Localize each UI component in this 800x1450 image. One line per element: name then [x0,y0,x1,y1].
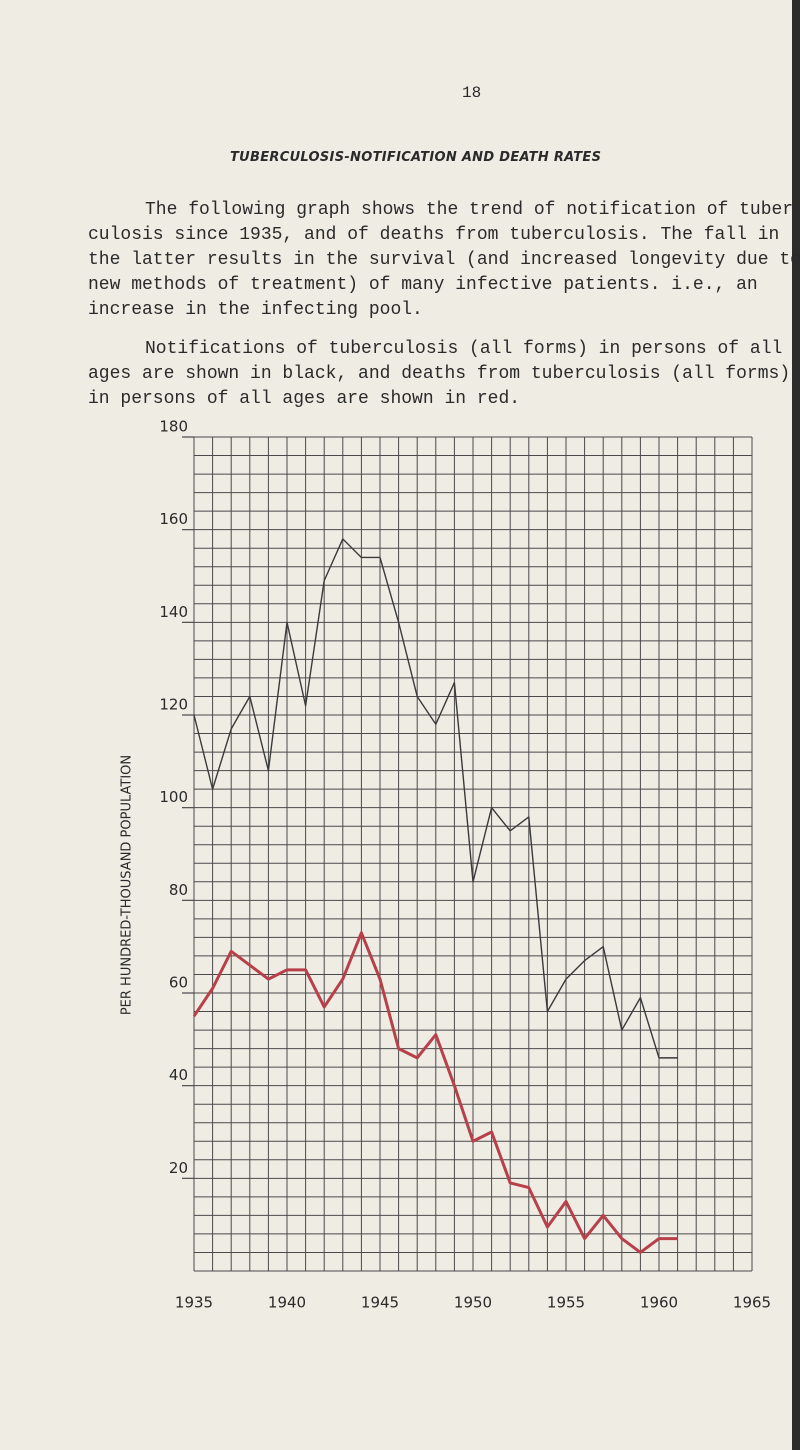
page-number: 18 [462,84,482,102]
y-tick-label: 180 [159,418,188,436]
text-line: increase in the infecting pool. [88,300,423,320]
page-edge [792,0,800,1450]
y-axis-label: PER HUNDRED-THOUSAND POPULATION [120,755,135,1015]
x-tick-label: 1950 [454,1294,492,1312]
y-tick-label: 120 [159,696,188,714]
x-tick-label: 1945 [361,1294,399,1312]
x-tick-label: 1960 [640,1294,678,1312]
x-tick-label: 1955 [547,1294,585,1312]
text-line: the latter results in the survival (and … [88,250,800,270]
text-line: new methods of treatment) of many infect… [88,275,758,295]
text-line: culosis since 1935, and of deaths from t… [88,225,780,245]
data-line [192,931,678,1254]
text-line: ages are shown in black, and deaths from… [88,364,791,384]
paragraph: The following graph shows the trend of n… [88,198,800,323]
text-line: Notifications of tuberculosis (all forms… [145,339,783,359]
y-tick-label: 140 [159,603,188,621]
text-line: The following graph shows the trend of n… [145,200,800,220]
y-tick-label: 160 [159,510,188,528]
x-tick-label: 1935 [175,1294,213,1312]
y-tick-label: 60 [169,974,188,992]
text-line: in persons of all ages are shown in red. [88,389,521,409]
heading: TUBERCULOSIS-NOTIFICATION AND DEATH RATE… [230,150,602,165]
y-tick-label: 80 [169,881,188,899]
y-tick-label: 20 [169,1159,188,1177]
x-tick-label: 1965 [733,1294,771,1312]
data-line [193,538,678,1059]
x-tick-label: 1940 [268,1294,306,1312]
paragraph: Notifications of tuberculosis (all forms… [88,337,790,412]
y-tick-label: 40 [169,1066,188,1084]
y-tick-label: 100 [159,788,188,806]
